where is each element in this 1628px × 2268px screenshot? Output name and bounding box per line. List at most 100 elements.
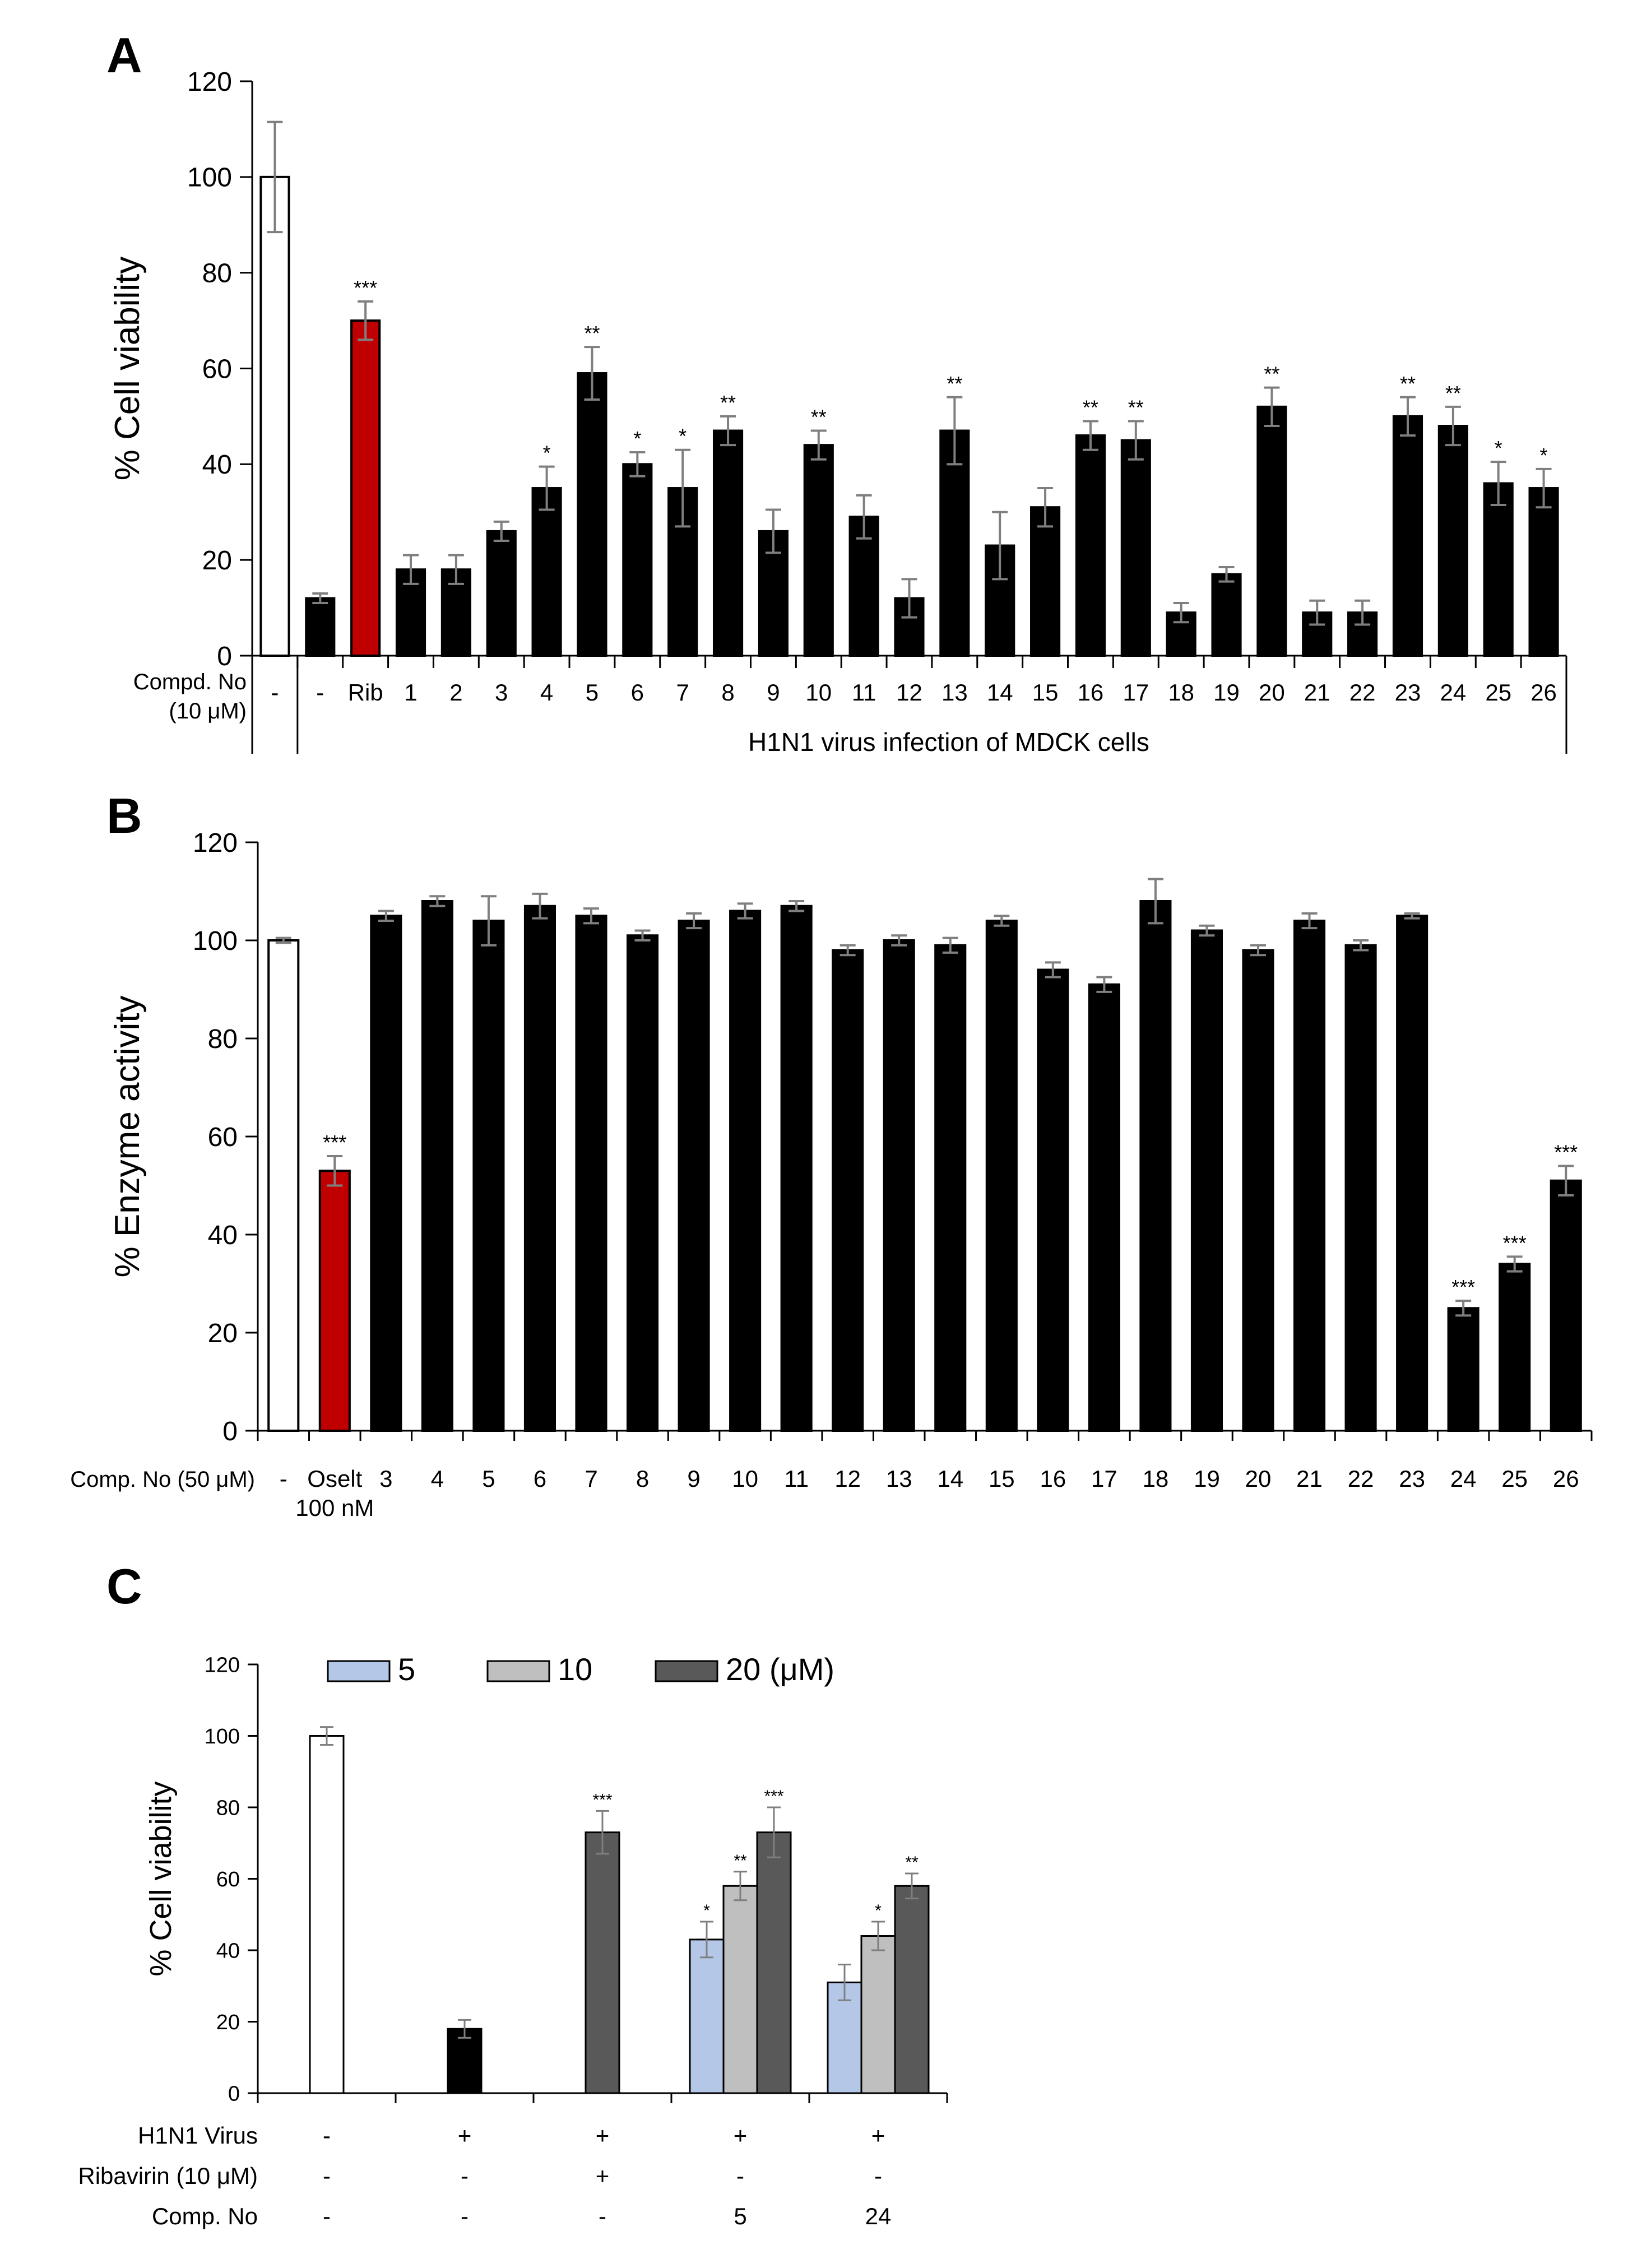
- x-tick-label: 17: [1091, 1465, 1117, 1492]
- x-tick-label: 10: [732, 1465, 758, 1492]
- x-tick-label: 9: [687, 1465, 700, 1492]
- row-label: Comp. No (50 μM): [70, 1467, 255, 1492]
- significance-label: ***: [354, 276, 377, 299]
- legend-label: 10: [558, 1652, 592, 1687]
- table-cell: -: [323, 2122, 331, 2149]
- significance-label: **: [584, 322, 600, 345]
- bar: [1528, 487, 1559, 657]
- significance-label: **: [1083, 396, 1098, 419]
- x-tick-label: 16: [1040, 1465, 1066, 1492]
- bar: [934, 944, 967, 1432]
- bar: [1030, 506, 1061, 657]
- bar: [883, 939, 915, 1432]
- table-cell: -: [874, 2163, 882, 2189]
- table-cell: -: [461, 2163, 469, 2189]
- y-tick-label: 40: [202, 450, 232, 480]
- x-tick-label: 1: [404, 679, 417, 706]
- bar: [318, 1170, 351, 1432]
- y-tick-label: 120: [205, 1653, 240, 1677]
- bar: [894, 1885, 930, 2094]
- y-tick-label: 100: [205, 1725, 240, 1748]
- table-cell: -: [736, 2163, 744, 2189]
- x-tick-label: 23: [1395, 679, 1421, 706]
- legend-swatch: [655, 1660, 718, 1682]
- x-tick-label: 20: [1245, 1465, 1272, 1492]
- group-caption: H1N1 virus infection of MDCK cells: [748, 727, 1149, 757]
- significance-label: **: [720, 391, 736, 414]
- table-cell: +: [458, 2122, 472, 2149]
- y-tick-label: 60: [216, 1868, 240, 1891]
- row-label: (10 μM): [169, 699, 247, 723]
- significance-label: **: [905, 1853, 919, 1872]
- y-tick-label: 80: [216, 1796, 240, 1820]
- x-tick-label: 20: [1259, 679, 1285, 706]
- panel-letter-c: C: [106, 1559, 142, 1614]
- bar: [421, 900, 453, 1432]
- significance-label: *: [633, 427, 641, 450]
- bar: [486, 530, 517, 657]
- x-tick-label: -: [316, 679, 324, 706]
- bar: [447, 2028, 483, 2094]
- table-cell: -: [323, 2163, 331, 2189]
- significance-label: *: [1495, 437, 1502, 460]
- x-tick-label: 16: [1078, 679, 1104, 706]
- significance-label: ***: [1554, 1141, 1578, 1164]
- table-cell: +: [596, 2122, 610, 2149]
- x-tick-label: Rib: [348, 679, 383, 706]
- y-axis-title: % Cell viability: [144, 1781, 178, 1976]
- bar: [1242, 949, 1274, 1432]
- x-tick-label: 24: [1440, 679, 1466, 706]
- bar: [1293, 920, 1326, 1432]
- significance-label: ***: [592, 1791, 612, 1809]
- y-tick-label: 20: [202, 546, 232, 576]
- table-cell: -: [461, 2203, 469, 2229]
- table-row-label: Comp. No: [152, 2203, 258, 2229]
- y-tick-label: 120: [193, 828, 238, 858]
- significance-label: ***: [764, 1787, 783, 1806]
- table-row-label: Ribavirin (10 μM): [78, 2163, 258, 2189]
- bar: [985, 920, 1018, 1432]
- y-tick-label: 0: [217, 642, 232, 671]
- x-tick-label: 3: [495, 679, 508, 706]
- significance-label: *: [1540, 444, 1548, 467]
- panel-letter-a: A: [106, 27, 142, 83]
- y-tick-label: 80: [208, 1024, 238, 1054]
- bar: [531, 487, 562, 657]
- bar: [626, 934, 659, 1432]
- y-tick-label: 0: [228, 2082, 240, 2105]
- x-tick-label: 13: [941, 679, 968, 706]
- x-tick-label: 6: [534, 1465, 546, 1492]
- x-tick-label: 24: [1450, 1465, 1477, 1492]
- x-tick-label: 4: [540, 679, 553, 706]
- x-tick-label: 19: [1213, 679, 1240, 706]
- bar: [309, 1735, 345, 2094]
- bar: [1396, 915, 1428, 1432]
- bar: [267, 939, 300, 1432]
- y-tick-label: 80: [202, 258, 232, 288]
- x-tick-label: 2: [449, 679, 462, 706]
- significance-label: ***: [1503, 1231, 1527, 1254]
- y-tick-label: 20: [208, 1319, 238, 1348]
- bar: [1256, 405, 1287, 657]
- x-tick-label: 5: [482, 1465, 495, 1492]
- y-tick-label: 20: [216, 2011, 240, 2034]
- y-tick-label: 0: [222, 1417, 238, 1446]
- bar: [622, 463, 653, 657]
- significance-label: **: [1128, 396, 1144, 419]
- y-tick-label: 40: [208, 1221, 238, 1250]
- bar: [1075, 434, 1106, 657]
- y-tick-label: 120: [187, 67, 232, 97]
- x-tick-label: 13: [886, 1465, 912, 1492]
- bar: [259, 175, 290, 657]
- significance-label: *: [543, 442, 551, 465]
- bar: [1088, 983, 1120, 1432]
- x-tick-label: 14: [937, 1465, 963, 1492]
- legend-swatch: [327, 1660, 391, 1682]
- x-tick-label: 15: [989, 1465, 1015, 1492]
- x-tick-label: 21: [1296, 1465, 1323, 1492]
- x-tick-label: 8: [721, 679, 734, 706]
- bar: [678, 920, 710, 1432]
- x-tick-label: 5: [586, 679, 599, 706]
- x-tick-label: 14: [987, 679, 1013, 706]
